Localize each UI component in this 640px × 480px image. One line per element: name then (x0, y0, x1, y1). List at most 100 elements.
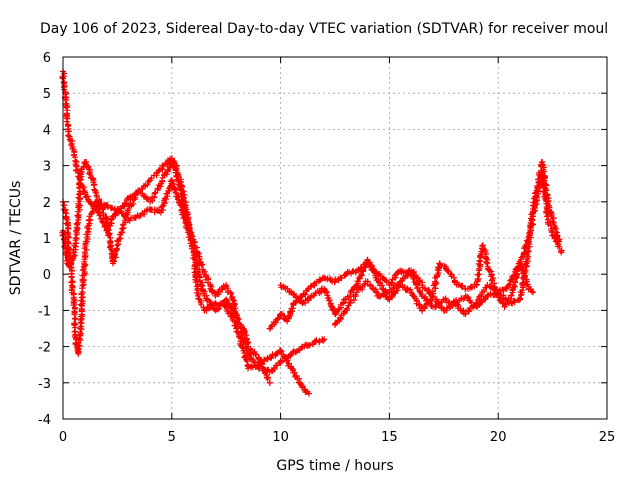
marker-trail (537, 161, 552, 204)
marker-trail (103, 206, 121, 233)
y-tick-labels: -4 -3 -2 -1 0 1 2 3 4 5 6 (38, 51, 51, 428)
marker-trail (544, 219, 558, 240)
x-tick-label: 20 (490, 430, 507, 445)
marker-trail (376, 289, 391, 300)
y-tick-label: 3 (43, 160, 51, 175)
marker-trail (66, 136, 76, 144)
data-point (530, 289, 537, 296)
marker-trail (332, 296, 347, 318)
marker-trail (147, 182, 164, 204)
marker-trail (74, 170, 85, 221)
marker-trail (410, 268, 426, 286)
x-tick-label: 25 (599, 430, 616, 445)
marker-trail (525, 286, 535, 295)
marker-trail (442, 265, 458, 284)
marker-trail (179, 211, 198, 255)
marker-trail (158, 161, 175, 187)
marker-trail (437, 261, 448, 270)
marker-trail (169, 178, 186, 214)
marker-trail (68, 142, 78, 156)
marker-trail (301, 341, 316, 350)
marker-trail (81, 217, 93, 259)
x-tick-label: 5 (168, 430, 176, 445)
x-axis-label: GPS time / hours (276, 458, 393, 474)
marker-trail (190, 249, 202, 298)
marker-trail (462, 302, 478, 315)
marker-trail (234, 319, 245, 332)
marker-trail (517, 263, 532, 290)
x-tick-label: 15 (381, 430, 398, 445)
data-point (212, 300, 219, 307)
y-tick-label: 2 (43, 196, 51, 211)
y-tick-label: 0 (43, 268, 51, 283)
marker-trail (332, 308, 348, 327)
marker-trail (93, 198, 110, 233)
series-track-c (60, 177, 312, 397)
marker-trail (116, 207, 131, 222)
marker-trail (241, 327, 252, 347)
marker-trail (408, 290, 425, 312)
marker-trail (230, 297, 241, 324)
marker-trail (474, 284, 490, 306)
y-tick-label: -3 (38, 377, 51, 392)
marker-trail (203, 272, 219, 297)
grid (63, 57, 607, 419)
marker-trail (70, 219, 81, 259)
marker-trail (285, 300, 297, 322)
marker-trail (77, 254, 89, 332)
x-tick-labels: 0 5 10 15 20 25 (59, 430, 615, 445)
data-series (59, 68, 565, 397)
marker-trail (172, 169, 186, 205)
y-tick-label: 4 (43, 123, 51, 138)
marker-trail (109, 245, 120, 265)
marker-trail (429, 260, 443, 297)
marker-trail (452, 301, 467, 317)
marker-trail (388, 268, 403, 287)
marker-trail (343, 268, 359, 277)
marker-trail (86, 199, 99, 223)
marker-trail (86, 166, 98, 194)
marker-trail (222, 304, 240, 332)
marker-trail (289, 366, 305, 389)
marker-trail (147, 166, 163, 184)
marker-trail (245, 362, 261, 371)
marker-trail (278, 283, 293, 296)
marker-trail (290, 290, 304, 305)
y-tick-label: 6 (43, 51, 51, 66)
marker-trail (488, 268, 502, 297)
marker-trail (71, 152, 80, 168)
series-track-f (332, 242, 537, 328)
y-axis-label: SDTVAR / TECUs (8, 181, 24, 296)
chart-title: Day 106 of 2023, Sidereal Day-to-day VTE… (40, 21, 608, 37)
marker-trail (387, 279, 403, 295)
marker-trail (299, 384, 311, 395)
marker-trail (148, 206, 163, 216)
marker-trail (63, 115, 73, 139)
marker-trail (70, 302, 79, 341)
marker-trail (342, 283, 360, 302)
marker-trail (278, 348, 295, 370)
marker-trail (311, 336, 327, 346)
marker-trail (479, 245, 492, 273)
marker-trail (83, 159, 92, 171)
series-track-d (266, 169, 565, 332)
marker-trail (74, 326, 85, 356)
x-tick-label: 10 (272, 430, 289, 445)
marker-trail (365, 258, 382, 284)
marker-trail (267, 312, 283, 332)
marker-trail (551, 224, 563, 244)
y-tick-label: 1 (43, 232, 51, 247)
plot-frame (62, 56, 608, 420)
marker-trail (503, 295, 514, 308)
marker-trail (496, 283, 511, 294)
marker-trail (126, 212, 141, 224)
y-tick-label: -2 (38, 341, 51, 356)
marker-trail (290, 344, 305, 356)
marker-trail (65, 261, 72, 269)
marker-trail (66, 253, 78, 305)
marker-trail (419, 294, 436, 314)
marker-trail (332, 272, 349, 284)
marker-trail (60, 199, 70, 222)
y-tick-label: 5 (43, 87, 51, 102)
